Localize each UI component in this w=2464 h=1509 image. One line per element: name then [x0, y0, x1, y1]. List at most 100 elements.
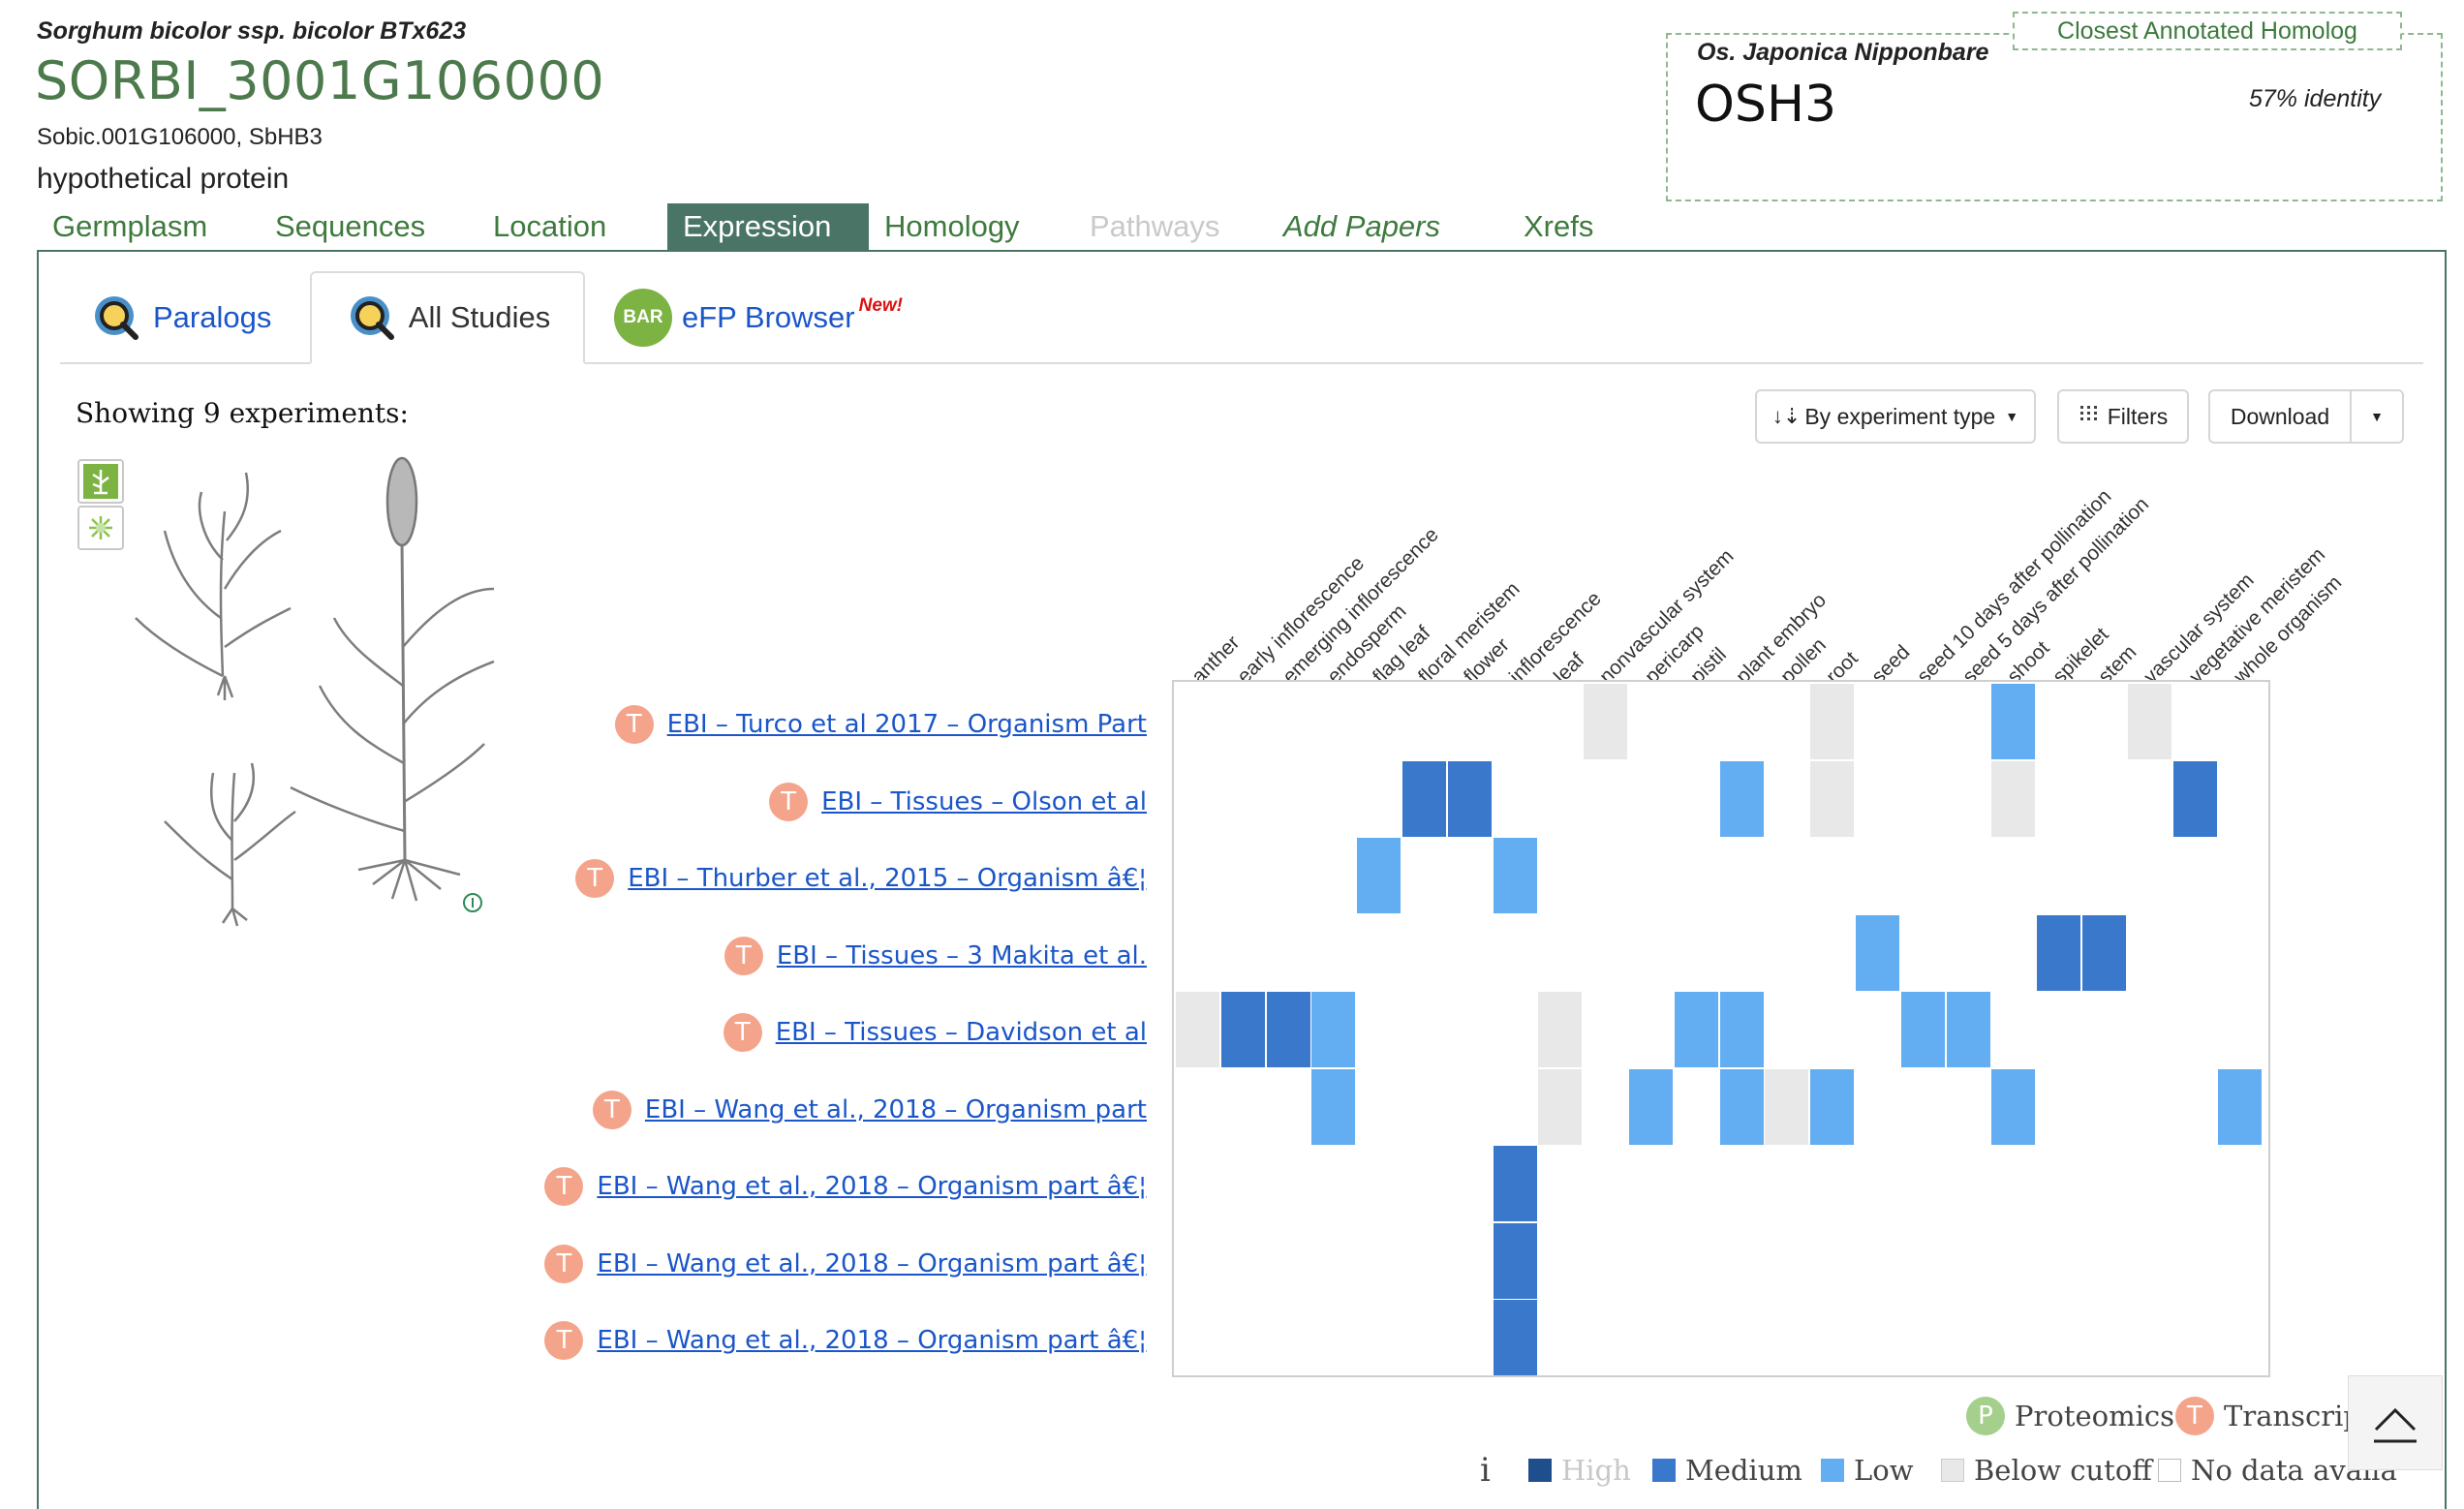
nav-location[interactable]: Location: [493, 209, 607, 243]
proteomics-badge: P: [1966, 1397, 2005, 1435]
heatmap-cell-low[interactable]: [1493, 838, 1537, 913]
tab-all-studies-label: All Studies: [408, 300, 551, 334]
study-row: T EBI – Wang et al., 2018 – Organism part: [592, 1083, 1147, 1137]
heatmap-cell-low[interactable]: [1311, 1068, 1356, 1145]
heatmap-cell-medium[interactable]: [1402, 760, 1446, 837]
heatmap-cell-medium[interactable]: [1493, 1146, 1537, 1221]
legend-high-label: High: [1561, 1454, 1631, 1487]
caret-down-icon: ▼: [2370, 409, 2384, 424]
caret-down-icon: ▼: [2005, 409, 2019, 424]
legend-low: Low: [1821, 1451, 1914, 1490]
heatmap-cell-low[interactable]: [1946, 992, 1990, 1067]
heatmap-cell-low[interactable]: [1674, 992, 1718, 1067]
new-badge: New!: [858, 295, 904, 316]
heatmap-cell-below[interactable]: [1765, 1068, 1809, 1145]
legend-medium-label: Medium: [1685, 1454, 1802, 1487]
expression-panel: [37, 250, 2447, 1509]
main-nav: Germplasm Sequences Location Expression …: [37, 203, 1663, 250]
legend-info-icon[interactable]: i: [1480, 1451, 1491, 1490]
filters-label: Filters: [2107, 403, 2169, 429]
sorghum-anatomy-illustration[interactable]: [126, 453, 513, 928]
heatmap-cell-below[interactable]: [1810, 684, 1855, 759]
heatmap-cell-medium[interactable]: [2037, 914, 2081, 991]
download-menu-toggle[interactable]: ▼: [2350, 389, 2404, 444]
heatmap-cell-low[interactable]: [1719, 992, 1764, 1067]
heatmap-cell-medium[interactable]: [2082, 914, 2126, 991]
nav-xrefs[interactable]: Xrefs: [1524, 209, 1594, 243]
tab-efp-browser[interactable]: BAR eFP Browser New!: [614, 271, 903, 364]
heatmap-cell-low[interactable]: [1629, 1068, 1673, 1145]
study-row: T EBI – Tissues – 3 Makita et al.: [724, 929, 1147, 983]
heatmap-cell-low[interactable]: [1719, 1068, 1764, 1145]
study-link[interactable]: EBI – Tissues – Olson et al: [821, 786, 1147, 816]
heatmap-cell-low[interactable]: [1991, 1068, 2036, 1145]
magnifier-icon: [345, 291, 399, 345]
heatmap-cell-medium[interactable]: [1493, 1300, 1537, 1375]
sort-icon: ↓⇣: [1771, 404, 1802, 428]
heatmap-cell-below[interactable]: [1991, 760, 2036, 837]
gene-id-title: SORBI_3001G106000: [35, 50, 605, 111]
heatmap-cell-medium[interactable]: [1447, 760, 1492, 837]
study-link[interactable]: EBI – Wang et al., 2018 – Organism part …: [597, 1172, 1147, 1201]
heatmap-cell-medium[interactable]: [1493, 1222, 1537, 1299]
heatmap-cell-low[interactable]: [2218, 1068, 2263, 1145]
tab-paralogs-label: Paralogs: [153, 300, 272, 334]
heatmap-cell-low[interactable]: [1991, 684, 2036, 759]
heatmap-cell-low[interactable]: [1357, 838, 1401, 913]
cell-icon: [89, 516, 112, 539]
heatmap-cell-below[interactable]: [2127, 684, 2171, 759]
plant-icon: [83, 464, 118, 499]
closest-homolog-tag: Closest Annotated Homolog: [2013, 12, 2402, 50]
gene-description: hypothetical protein: [37, 163, 290, 195]
heatmap-cell-below[interactable]: [1538, 992, 1583, 1067]
gene-synonyms: Sobic.001G106000, SbHB3: [37, 124, 323, 150]
low-swatch: [1821, 1459, 1844, 1482]
chevron-up-icon: [2374, 1407, 2417, 1443]
homolog-species: Os. Japonica Nipponbare: [1697, 39, 1989, 66]
heatmap-cell-low[interactable]: [1311, 992, 1356, 1067]
heatmap-cell-medium[interactable]: [2172, 760, 2217, 837]
heatmap-cell-low[interactable]: [1810, 1068, 1855, 1145]
filter-icon: [2079, 403, 2100, 430]
nodata-swatch: [2158, 1459, 2181, 1482]
scroll-to-top-button[interactable]: [2348, 1375, 2443, 1470]
heatmap-cell-below[interactable]: [1176, 992, 1219, 1067]
study-link[interactable]: EBI – Wang et al., 2018 – Organism part …: [597, 1326, 1147, 1355]
download-button[interactable]: Download: [2208, 389, 2352, 444]
nav-homology[interactable]: Homology: [884, 209, 1020, 243]
nav-germplasm[interactable]: Germplasm: [52, 209, 208, 243]
transcriptomics-badge: T: [575, 859, 615, 898]
study-row: T EBI – Wang et al., 2018 – Organism part…: [544, 1313, 1147, 1368]
heatmap-cell-below[interactable]: [1810, 760, 1855, 837]
heatmap-cell-low[interactable]: [1900, 992, 1945, 1067]
bar-logo-icon: BAR: [614, 289, 672, 347]
tab-all-studies[interactable]: All Studies: [310, 271, 585, 364]
study-link[interactable]: EBI – Wang et al., 2018 – Organism part: [644, 1094, 1147, 1124]
homolog-identity: 57% identity: [2249, 85, 2382, 112]
filters-button[interactable]: Filters: [2057, 389, 2189, 444]
heatmap-cell-below[interactable]: [1538, 1068, 1583, 1145]
study-link[interactable]: EBI – Tissues – Davidson et al: [775, 1018, 1147, 1047]
sort-label: By experiment type: [1804, 403, 1996, 429]
heatmap-cell-low[interactable]: [1856, 914, 1899, 991]
legend-below-cutoff: Below cutoff: [1941, 1451, 2152, 1490]
nav-expression[interactable]: Expression: [667, 203, 869, 250]
study-link[interactable]: EBI – Turco et al 2017 – Organism Part: [666, 710, 1147, 739]
tab-paralogs[interactable]: Paralogs: [89, 271, 271, 364]
heatmap-cell-below[interactable]: [1584, 684, 1628, 759]
heatmap-cell-low[interactable]: [1719, 760, 1764, 837]
study-link[interactable]: EBI – Wang et al., 2018 – Organism part …: [597, 1248, 1147, 1278]
cell-view-toggle[interactable]: [77, 506, 124, 550]
sort-dropdown[interactable]: ↓⇣ By experiment type ▼: [1755, 389, 2036, 444]
legend-below-label: Below cutoff: [1974, 1454, 2152, 1487]
nav-add-papers[interactable]: Add Papers: [1283, 209, 1440, 243]
heatmap-cell-medium[interactable]: [1266, 992, 1310, 1067]
nav-sequences[interactable]: Sequences: [275, 209, 426, 243]
study-link[interactable]: EBI – Tissues – 3 Makita et al.: [776, 940, 1147, 970]
homolog-name[interactable]: OSH3: [1695, 76, 1837, 134]
transcriptomics-badge: T: [2175, 1397, 2214, 1435]
heatmap-cell-medium[interactable]: [1220, 992, 1265, 1067]
study-link[interactable]: EBI – Thurber et al., 2015 – Organism â€…: [628, 864, 1147, 893]
plant-view-toggle[interactable]: [77, 459, 124, 504]
study-row: T EBI – Thurber et al., 2015 – Organism â…: [575, 851, 1147, 906]
